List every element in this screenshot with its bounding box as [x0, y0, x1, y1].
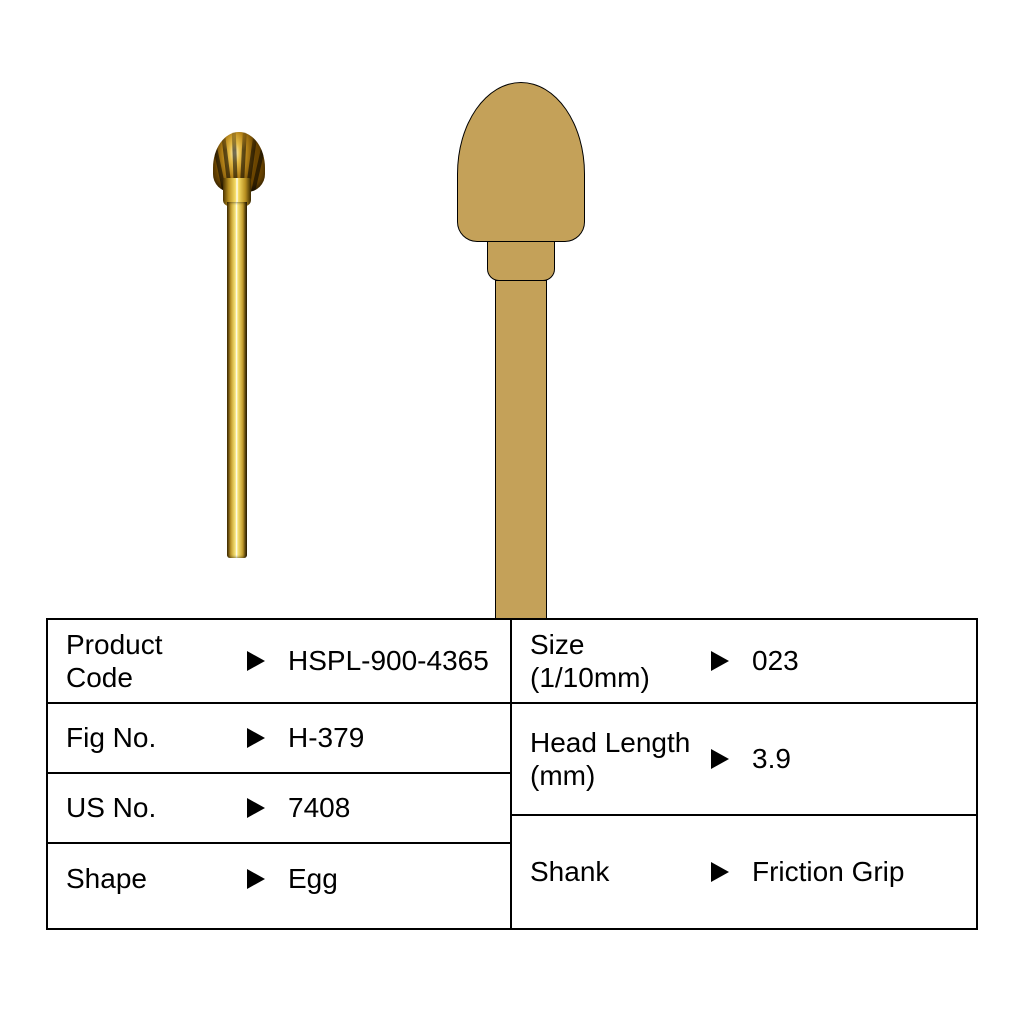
spec-value: Friction Grip	[740, 855, 958, 888]
spec-label: Size (1/10mm)	[530, 628, 700, 694]
spec-value: 023	[740, 644, 958, 677]
spec-label: Head Length (mm)	[530, 726, 700, 792]
product-photo	[213, 132, 265, 560]
spec-row: Shape Egg	[48, 844, 510, 914]
spec-label: Shank	[530, 855, 700, 888]
triangle-right-icon	[700, 649, 740, 673]
spec-table: Product Code HSPL-900-4365 Fig No. H-379 US …	[46, 618, 978, 930]
triangle-right-icon	[236, 867, 276, 891]
triangle-right-icon	[236, 726, 276, 750]
spec-label: Product Code	[66, 628, 236, 694]
spec-value: 7408	[276, 791, 492, 824]
spec-table-left-column: Product Code HSPL-900-4365 Fig No. H-379 US …	[48, 620, 512, 928]
spec-row: Product Code HSPL-900-4365	[48, 620, 510, 704]
spec-label: US No.	[66, 791, 236, 824]
spec-value: H-379	[276, 721, 492, 754]
spec-row: Size (1/10mm) 023	[512, 620, 976, 704]
spec-row: Head Length (mm) 3.9	[512, 704, 976, 816]
diagram-neck	[487, 241, 555, 281]
triangle-right-icon	[236, 796, 276, 820]
spec-value: Egg	[276, 862, 492, 895]
triangle-right-icon	[700, 860, 740, 884]
spec-value: 3.9	[740, 742, 958, 775]
product-spec-sheet: Product Code HSPL-900-4365 Fig No. H-379 US …	[0, 0, 1024, 1024]
triangle-right-icon	[700, 747, 740, 771]
photo-shank	[227, 202, 247, 558]
product-diagram	[431, 80, 611, 620]
triangle-right-icon	[236, 649, 276, 673]
spec-row: Shank Friction Grip	[512, 816, 976, 928]
spec-value: HSPL-900-4365	[276, 644, 492, 677]
spec-row: US No. 7408	[48, 774, 510, 844]
spec-row: Fig No. H-379	[48, 704, 510, 774]
diagram-shank	[495, 280, 547, 620]
spec-table-right-column: Size (1/10mm) 023 Head Length (mm) 3.9 Shank…	[512, 620, 976, 928]
diagram-head	[457, 82, 585, 242]
spec-label: Shape	[66, 862, 236, 895]
spec-label: Fig No.	[66, 721, 236, 754]
